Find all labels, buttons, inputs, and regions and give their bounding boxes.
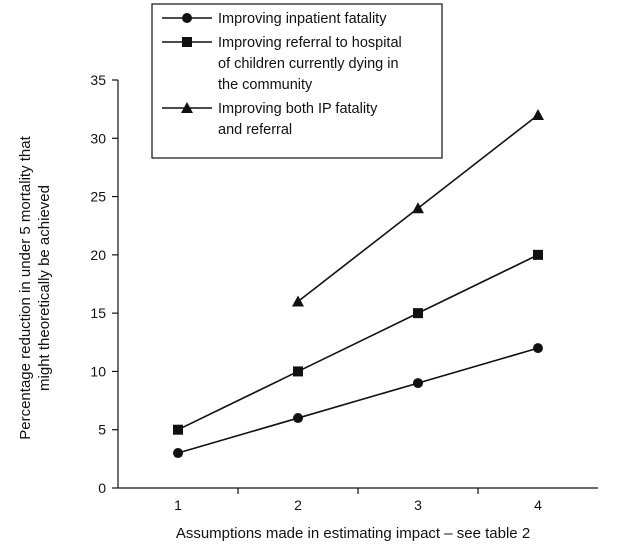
series-line xyxy=(178,348,538,453)
legend: Improving inpatient fatality Improving re… xyxy=(152,4,442,158)
data-point xyxy=(293,413,303,423)
series-line xyxy=(178,255,538,430)
legend-marker xyxy=(182,37,192,47)
x-tick-label: 4 xyxy=(534,497,542,513)
y-tick-label: 15 xyxy=(90,305,106,321)
data-point xyxy=(412,202,424,213)
y-tick-label: 25 xyxy=(90,189,106,205)
y-tick-label: 35 xyxy=(90,72,106,88)
x-tick-label: 3 xyxy=(414,497,422,513)
legend-label: Improving inpatient fatality xyxy=(218,11,387,27)
series-square xyxy=(173,250,543,435)
y-tick-label: 5 xyxy=(98,422,106,438)
y-axis-label: Percentage reduction in under 5 mortalit… xyxy=(17,135,53,439)
x-tick-label: 1 xyxy=(174,497,182,513)
x-tick-label: 2 xyxy=(294,497,302,513)
data-point xyxy=(293,366,303,376)
y-axis-label-line: Percentage reduction in under 5 mortalit… xyxy=(17,135,34,439)
data-point xyxy=(532,109,544,120)
legend-marker xyxy=(182,13,192,23)
legend-label: of children currently dying in xyxy=(218,56,399,72)
y-tick-label: 20 xyxy=(90,247,106,263)
data-point xyxy=(413,378,423,388)
x-axis-label: Assumptions made in estimating impact – … xyxy=(176,525,530,542)
y-tick-label: 0 xyxy=(98,480,106,496)
data-point xyxy=(413,308,423,318)
data-point xyxy=(173,448,183,458)
y-tick-label: 30 xyxy=(90,130,106,146)
data-point xyxy=(533,343,543,353)
series-circle xyxy=(173,343,543,458)
data-point xyxy=(292,295,304,306)
series-group xyxy=(173,109,544,458)
legend-label: the community xyxy=(218,77,313,93)
legend-label: and referral xyxy=(218,122,292,138)
legend-label: Improving referral to hospital xyxy=(218,35,402,51)
data-point xyxy=(173,425,183,435)
legend-label: Improving both IP fatality xyxy=(218,101,378,117)
data-point xyxy=(533,250,543,260)
y-tick-label: 10 xyxy=(90,363,106,379)
y-axis-label-line: might theoretically be achieved xyxy=(36,185,53,391)
